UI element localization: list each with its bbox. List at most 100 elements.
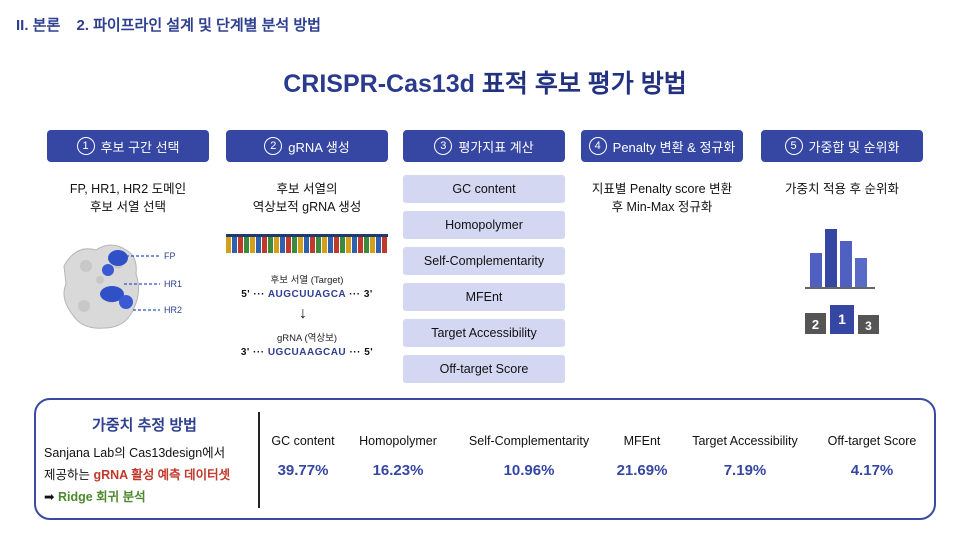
step-2-header: 2 gRNA 생성: [226, 130, 388, 162]
seq-prefix: 5' ···: [241, 289, 268, 300]
step-1-description: FP, HR1, HR2 도메인 후보 서열 선택: [47, 180, 209, 216]
podium-second: [805, 313, 826, 334]
metric-item: Homopolymer: [403, 211, 565, 239]
weight-value: 7.19%: [723, 462, 767, 479]
desc-line: 후 Min-Max 정규화: [611, 200, 713, 214]
step-label: 평가지표 계산: [458, 139, 534, 155]
dna-base-tile: [340, 237, 345, 253]
dna-base-tile: [304, 237, 309, 253]
hr1-region: [100, 286, 124, 302]
step-label: Penalty 변환 & 정규화: [612, 139, 736, 155]
weight-name: GC content: [271, 434, 335, 448]
weight-item: Homopolymer 16.23%: [356, 434, 440, 479]
podium-third: [858, 315, 879, 334]
step-label: gRNA 생성: [288, 139, 350, 155]
dna-base-tile: [376, 237, 381, 253]
dna-base-tile: [316, 237, 321, 253]
dna-base-tile: [280, 237, 285, 253]
dna-base-tile: [370, 237, 375, 253]
dna-base-tile: [346, 237, 351, 253]
dna-base-tile: [364, 237, 369, 253]
target-sequence: 5' ··· AUGCUUAGCA ··· 3': [226, 289, 388, 300]
dna-base-tile: [238, 237, 243, 253]
dna-base-tile: [256, 237, 261, 253]
podium-first: [830, 305, 854, 334]
step-5-header: 5 가중합 및 순위화: [761, 130, 923, 162]
step-number: 2: [264, 137, 283, 155]
dna-base-tile: [310, 237, 315, 253]
dna-base-tile: [358, 237, 363, 253]
step-number: 3: [434, 137, 453, 155]
grna-sequence: 3' ··· UGCUAAGCAU ··· 5': [226, 347, 388, 358]
seq-suffix: ··· 5': [346, 347, 374, 358]
step-number: 1: [76, 137, 95, 155]
dna-base-tile: [232, 237, 237, 253]
weight-name: Self-Complementarity: [468, 434, 590, 448]
step-3-header: 3 평가지표 계산: [403, 130, 565, 162]
desc-line: 후보 서열의: [276, 182, 338, 196]
metric-list: GC content Homopolymer Self-Complementar…: [403, 175, 565, 383]
metric-item: Off-target Score: [403, 355, 565, 383]
metric-item: GC content: [403, 175, 565, 203]
dna-base-tile: [334, 237, 339, 253]
weight-value: 39.77%: [277, 462, 329, 479]
dna-base-tile: [250, 237, 255, 253]
weight-item: Target Accessibility 7.19%: [682, 434, 808, 479]
panel-divider: [258, 412, 260, 508]
weight-value: 4.17%: [850, 462, 894, 479]
title-rest: 표적 후보 평가 방법: [474, 70, 687, 98]
arrow-down-icon: ↓: [299, 305, 307, 322]
page-title: CRISPR-Cas13d 표적 후보 평가 방법: [0, 64, 970, 100]
weight-item: GC content 39.77%: [268, 434, 338, 479]
hr2-region: [119, 295, 133, 309]
subsection-label: 2. 파이프라인 설계 및 단계별 분석 방법: [76, 17, 321, 34]
desc-line: 가중치 적용 후 순위화: [785, 182, 899, 196]
title-highlight: CRISPR-Cas13d: [283, 70, 475, 98]
weights-panel: 가중치 추정 방법 Sanjana Lab의 Cas13design에서 제공하…: [34, 398, 936, 520]
step-5-description: 가중치 적용 후 순위화: [761, 180, 923, 198]
seq-prefix: 3' ···: [240, 347, 268, 358]
weights-dataset-line: 제공하는 gRNA 활성 예측 데이터셋: [44, 464, 230, 483]
weights-source-line: Sanjana Lab의 Cas13design에서: [44, 446, 226, 460]
podium-first-label: 1: [838, 311, 846, 327]
weight-value: 10.96%: [503, 462, 555, 479]
section-label: II. 본론: [16, 17, 61, 34]
protein-structure-image: FP HR1 HR2: [63, 244, 182, 329]
dna-base-tile: [274, 237, 279, 253]
weight-value: 21.69%: [616, 462, 668, 479]
podium-third-label: 3: [865, 319, 872, 333]
step-2-description: 후보 서열의 역상보적 gRNA 생성: [226, 180, 388, 216]
step-5-column: 5 가중합 및 순위화 가중치 적용 후 순위화: [761, 130, 923, 198]
dataset-highlight: gRNA 활성 예측 데이터셋: [93, 468, 231, 482]
dna-base-tile: [268, 237, 273, 253]
desc-line: 역상보적 gRNA 생성: [252, 200, 362, 214]
weight-value: 16.23%: [372, 462, 424, 479]
step-label: 가중합 및 순위화: [808, 139, 900, 155]
dna-base-tile: [244, 237, 249, 253]
dna-base-tile: [382, 237, 387, 253]
step-4-description: 지표별 Penalty score 변환 후 Min-Max 정규화: [581, 180, 743, 216]
metric-item: MFEnt: [403, 283, 565, 311]
step-4-column: 4 Penalty 변환 & 정규화 지표별 Penalty score 변환 …: [581, 130, 743, 216]
seq-bases: UGCUAAGCAU: [267, 347, 347, 358]
podium-second-label: 2: [812, 317, 819, 332]
dataset-prefix: 제공하는: [44, 468, 94, 482]
step-1-header: 1 후보 구간 선택: [47, 130, 209, 162]
fp-label: FP: [164, 251, 176, 261]
weight-name: MFEnt: [623, 434, 661, 448]
hr1-label: HR1: [164, 279, 182, 289]
step-3-column: 3 평가지표 계산 GC content Homopolymer Self-Co…: [403, 130, 565, 391]
weights-method-line: ➡ Ridge 회귀 분석: [44, 486, 146, 505]
step-number: 4: [588, 137, 607, 155]
weight-item: MFEnt 21.69%: [614, 434, 670, 479]
dna-base-tile: [262, 237, 267, 253]
metric-item: Target Accessibility: [403, 319, 565, 347]
hr2-label: HR2: [164, 305, 182, 315]
arrow-right-icon: ➡: [44, 490, 55, 504]
step-label: 후보 구간 선택: [100, 139, 180, 155]
breadcrumb: II. 본론 2. 파이프라인 설계 및 단계별 분석 방법: [16, 14, 321, 35]
dna-base-tile: [286, 237, 291, 253]
dna-backbone: [226, 234, 388, 237]
desc-line: 후보 서열 선택: [90, 200, 166, 214]
weight-name: Homopolymer: [359, 434, 437, 448]
